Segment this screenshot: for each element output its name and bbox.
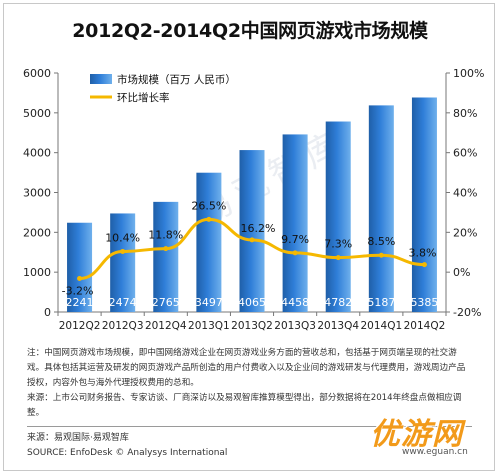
growth-rate-point [378,252,384,258]
x-tick-label: 2013Q3 [274,320,316,332]
y-tick-label-right: 100% [453,67,484,80]
y-tick-label-right: 20% [453,226,477,239]
x-tick-label: 2012Q2 [59,320,101,332]
bar [282,134,308,312]
chart-frame [3,3,495,471]
bar-value-label: 5385 [410,296,438,309]
growth-rate-label: -3.2% [62,285,94,298]
growth-rate-label: 10.4% [105,231,140,244]
bar-value-label: 5187 [367,296,395,309]
growth-rate-label: 8.5% [367,235,395,248]
x-tick-label: 2013Q1 [188,320,230,332]
y-tick-label-right: -20% [453,306,481,319]
bar [368,105,394,313]
footer-source: 来源：易观国际·易观智库 SOURCE: EnfoDesk © Analysys… [27,431,227,461]
y-tick-label-left: 6000 [23,67,51,80]
legend-swatch-bar [90,74,112,84]
growth-rate-point [206,216,212,222]
growth-rate-point [163,246,169,252]
bar-value-label: 2765 [152,296,180,309]
chart-notes: 注：中国网页游戏市场规模，即中国网络游戏企业在网页游戏业务方面的营收总和，包括基… [27,346,472,421]
x-tick-label: 2014Q2 [404,320,446,332]
y-tick-label-left: 2000 [23,226,51,239]
bar [239,150,265,312]
bar-value-label: 2241 [66,296,94,309]
x-tick-label: 2012Q4 [145,320,187,332]
growth-rate-label: 16.2% [241,222,276,235]
bar-value-label: 4065 [238,296,266,309]
x-tick-label: 2013Q4 [317,320,359,332]
y-tick-label-left: 0 [44,306,51,319]
growth-rate-label: 7.3% [324,238,352,251]
x-tick-label: 2014Q1 [360,320,402,332]
logo-url: www.eguan.cn [402,447,468,457]
growth-rate-point [335,255,341,261]
bar [110,213,136,312]
y-tick-label-right: 60% [453,147,477,160]
growth-rate-label: 3.8% [408,247,436,260]
growth-rate-point [249,237,255,243]
y-tick-label-right: 80% [453,107,477,120]
chart-title: 2012Q2-2014Q2中国网页游戏市场规模 [72,20,428,42]
y-tick-label-left: 3000 [23,187,51,200]
growth-rate-point [120,248,126,254]
growth-rate-point [421,262,427,268]
y-tick-label-left: 4000 [23,147,51,160]
bar-value-label: 3497 [195,296,223,309]
growth-rate-label: 11.8% [148,229,183,242]
growth-rate-point [77,276,83,282]
source-cn: 来源：易观国际·易观智库 [27,433,129,443]
x-tick-label: 2012Q3 [102,320,144,332]
legend-label-bar: 市场规模（百万 人民币） [117,73,236,86]
growth-rate-label: 9.7% [281,233,309,246]
site-logo: 优游网 www.eguan.cn [362,405,488,459]
bar [196,172,222,312]
legend-label-line: 环比增长率 [117,91,170,104]
chart-svg: 0 1000 2000 3000 4000 5000 6000 -20% 0% 20% 40% 60%… [23,67,484,332]
x-tick-label: 2013Q2 [231,320,273,332]
bar [325,121,351,312]
footer-divider [27,426,472,427]
y-tick-label-right: 0% [453,266,470,279]
growth-rate-point [292,250,298,256]
note-source: 来源：上市公司财务报告、专家访谈、厂商深访以及易观智库推算模型得出，部分数据将在… [27,393,462,418]
y-tick-label-left: 1000 [23,266,51,279]
bar-value-label: 4782 [324,296,352,309]
y-tick-label-left: 5000 [23,107,51,120]
bar-value-label: 4458 [281,296,309,309]
note-definition: 注：中国网页游戏市场规模，即中国网络游戏企业在网页游戏业务方面的营收总和，包括基… [27,348,466,388]
source-en: SOURCE: EnfoDesk © Analysys Internationa… [27,448,228,458]
bar [153,201,179,312]
growth-rate-label: 26.5% [191,199,226,212]
logo-text: 优游网 [370,417,463,452]
bar [67,222,93,312]
bar [411,97,437,312]
y-tick-label-right: 40% [453,187,477,200]
bar-value-label: 2474 [109,296,137,309]
